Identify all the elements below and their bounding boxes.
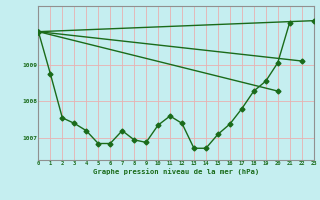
X-axis label: Graphe pression niveau de la mer (hPa): Graphe pression niveau de la mer (hPa) xyxy=(93,168,259,175)
